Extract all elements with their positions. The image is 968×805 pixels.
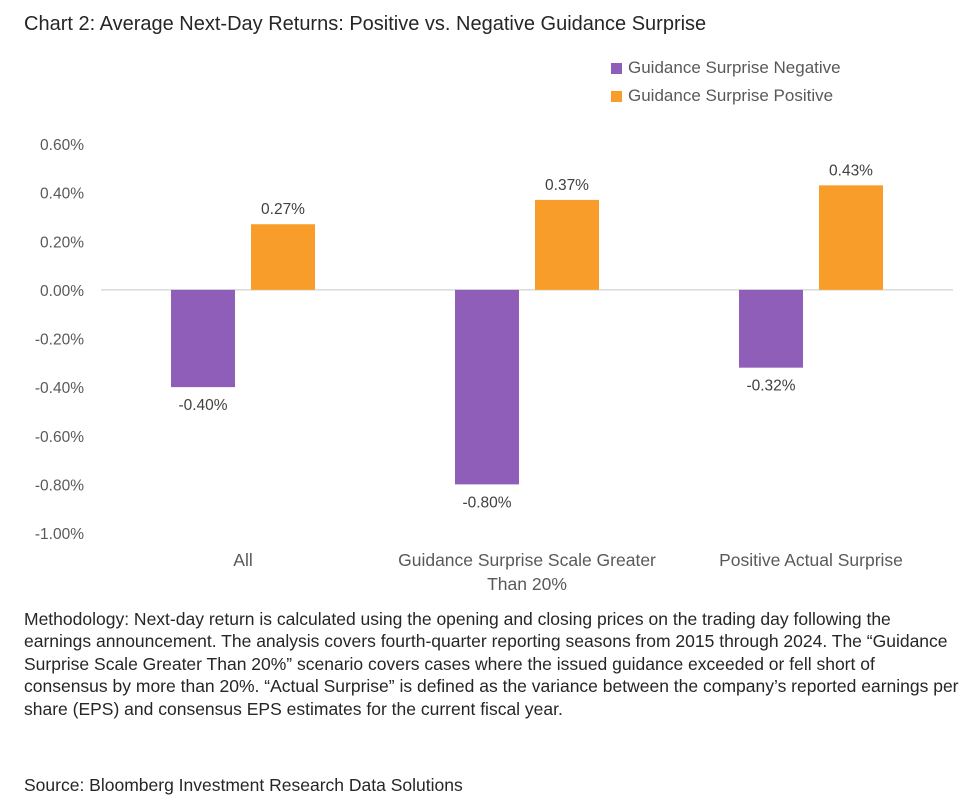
legend-item-positive: Guidance Surprise Positive [611,82,841,110]
data-label: 0.27% [261,201,305,218]
y-tick-label: 0.00% [40,283,84,300]
bar-negative [739,289,803,368]
methodology-note: Methodology: Next-day return is calculat… [24,609,959,719]
y-tick-label: -0.60% [35,429,84,446]
legend-swatch-positive [611,90,622,102]
bar-chart: 0.60% 0.40% 0.20% 0.00% -0.20% -0.40% -0.60% -0… [35,137,953,594]
bar-positive [535,199,599,290]
category-label: Guidance Surprise Scale Greater [398,550,656,570]
category-label: All [233,550,252,570]
data-label: 0.37% [545,177,589,194]
bar-negative [171,289,235,388]
chart-title: Chart 2: Average Next-Day Returns: Posit… [24,13,707,35]
legend-label-negative: Guidance Surprise Negative [628,58,841,77]
y-tick-label: -1.00% [35,526,84,543]
data-label: -0.80% [462,494,511,511]
category-label: Than 20% [487,574,567,594]
bar-positive [251,224,315,290]
legend-item-negative: Guidance Surprise Negative [611,54,841,82]
y-tick-label: 0.60% [40,137,84,154]
category-label: Positive Actual Surprise [719,550,903,570]
y-tick-label: -0.20% [35,332,84,349]
bar-negative [455,289,519,485]
data-label: 0.43% [829,162,873,179]
legend-label-positive: Guidance Surprise Positive [628,86,834,105]
y-tick-label: 0.20% [40,234,84,251]
data-label: -0.40% [178,397,227,414]
y-tick-label: 0.40% [40,186,84,203]
source-note: Source: Bloomberg Investment Research Da… [24,775,463,795]
bar-positive [819,185,883,290]
y-tick-label: -0.40% [35,380,84,397]
y-tick-label: -0.80% [35,477,84,494]
legend-swatch-negative [611,62,622,74]
data-label: -0.32% [746,378,795,395]
legend: Guidance Surprise Negative Guidance Surp… [611,54,841,110]
